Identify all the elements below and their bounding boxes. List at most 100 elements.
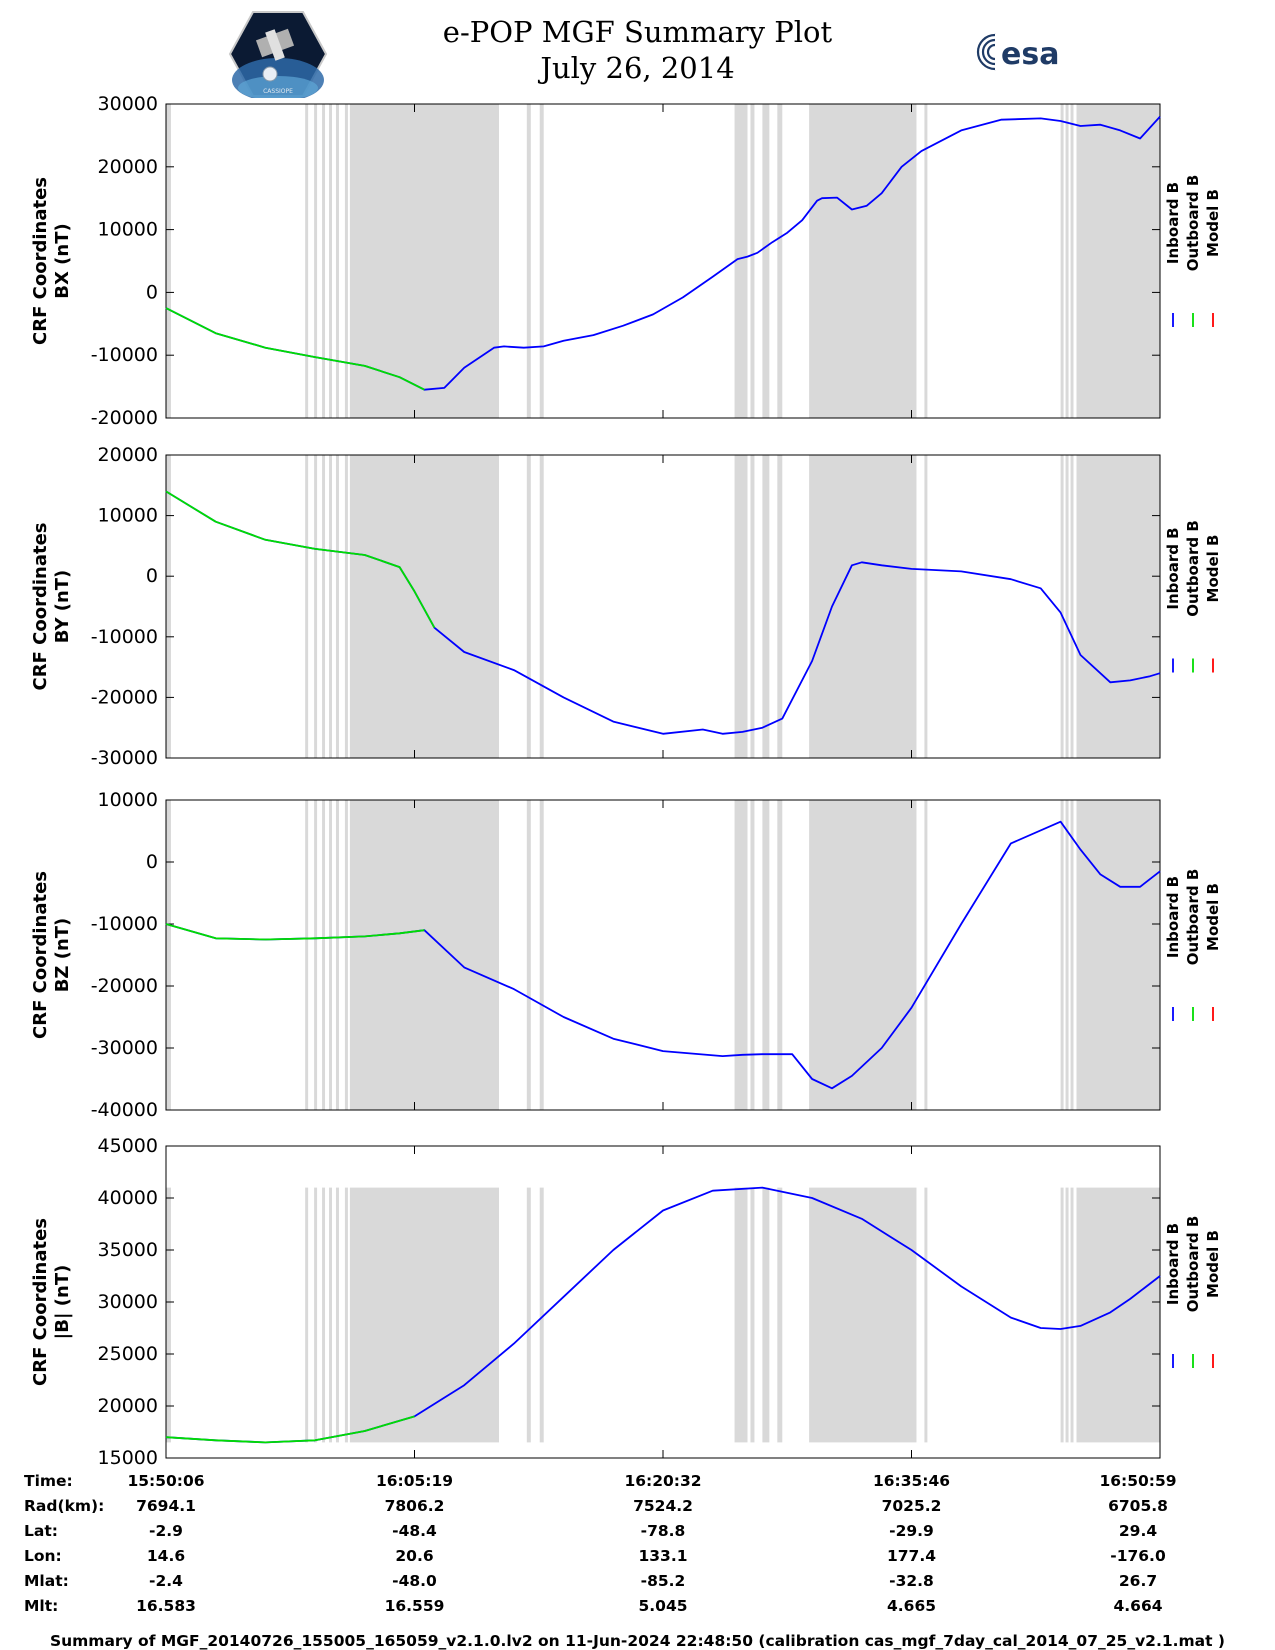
shading-band xyxy=(924,455,928,758)
shading-band xyxy=(329,800,332,1110)
y-tick-label: 20000 xyxy=(98,156,158,178)
ephemeris-value: -2.4 xyxy=(149,1572,183,1590)
shading-band xyxy=(777,800,783,1110)
shading-band xyxy=(322,455,326,758)
ephemeris-value: 4.665 xyxy=(886,1597,937,1615)
shading-band xyxy=(1076,800,1160,1110)
ephemeris-value: -48.0 xyxy=(392,1572,437,1590)
ephemeris-value: 16:05:19 xyxy=(375,1472,454,1490)
legend-label-outboard: Outboard B xyxy=(1184,869,1202,966)
ephemeris-value: 7694.1 xyxy=(136,1497,196,1515)
y-tick-label: 15000 xyxy=(98,1447,158,1469)
shading-band xyxy=(305,800,309,1110)
legend-label-model: Model B xyxy=(1204,535,1222,603)
shading-band xyxy=(526,104,531,418)
legend-label-inboard: Inboard B xyxy=(1164,876,1182,958)
y-axis-label: CRF Coordinates xyxy=(30,177,51,345)
y-tick-label: 20000 xyxy=(98,1395,158,1417)
ephemeris-value: 16.559 xyxy=(384,1597,445,1615)
shading-band xyxy=(349,1187,499,1443)
shading-band xyxy=(526,455,531,758)
legend-label-model: Model B xyxy=(1204,883,1222,951)
ephemeris-row-label: Rad(km): xyxy=(24,1497,105,1515)
shading-band xyxy=(344,104,348,418)
shading-band xyxy=(305,104,309,418)
shading-band xyxy=(335,800,339,1110)
ephemeris-value: 29.4 xyxy=(1118,1522,1158,1540)
y-tick-label: -10000 xyxy=(91,344,158,366)
shading-band xyxy=(924,104,928,418)
shading-band xyxy=(539,104,544,418)
footer-note: Summary of MGF_20140726_155005_165059_v2… xyxy=(49,1632,1226,1650)
y-tick-label: -20000 xyxy=(91,975,158,997)
shading-band xyxy=(344,800,348,1110)
y-tick-label: 30000 xyxy=(98,1291,158,1313)
series-line-outboard xyxy=(165,490,436,629)
ephemeris-value: -2.9 xyxy=(149,1522,183,1540)
y-tick-label: 0 xyxy=(146,565,158,587)
y-axis-label: BZ (nT) xyxy=(52,918,73,993)
ephemeris-value: 16:20:32 xyxy=(624,1472,702,1490)
bz-panel: -40000 -30000 -20000 -10000 0 10000 CRF Coordi… xyxy=(30,789,1222,1121)
y-axis-label: |B| (nT) xyxy=(52,1265,73,1340)
shading-band xyxy=(349,104,499,418)
shading-band xyxy=(314,800,318,1110)
shading-band xyxy=(335,455,339,758)
ephemeris-value: -48.4 xyxy=(392,1522,437,1540)
y-tick-label: 45000 xyxy=(98,1135,158,1157)
title-line-1: e-POP MGF Summary Plot xyxy=(442,15,833,49)
ephemeris-value: 16:50:59 xyxy=(1099,1472,1177,1490)
y-tick-label: 30000 xyxy=(98,93,158,115)
shading-band xyxy=(349,455,499,758)
y-tick-label: 0 xyxy=(146,851,158,873)
y-tick-label: -30000 xyxy=(91,747,158,769)
shading-band xyxy=(322,1187,326,1443)
ephemeris-value: 16:35:46 xyxy=(872,1472,951,1490)
shading-band xyxy=(734,800,748,1110)
shading-band xyxy=(166,455,171,758)
shading-band xyxy=(809,1187,917,1443)
shading-band xyxy=(539,455,544,758)
legend-label-inboard: Inboard B xyxy=(1164,1223,1182,1305)
shading-band xyxy=(526,1187,531,1443)
shading-band xyxy=(1060,800,1064,1110)
ephemeris-value: 16.583 xyxy=(136,1597,196,1615)
shading-band xyxy=(329,1187,332,1443)
y-axis-label: CRF Coordinates xyxy=(30,523,51,691)
y-tick-label: -10000 xyxy=(91,913,158,935)
shading-band xyxy=(305,455,309,758)
shading-band xyxy=(924,800,928,1110)
logo-left-text: CASSIOPE xyxy=(263,88,293,95)
y-tick-label: 10000 xyxy=(98,219,158,241)
shading-band xyxy=(349,800,499,1110)
shading-band xyxy=(750,800,755,1110)
shading-band xyxy=(329,455,332,758)
shading-band xyxy=(1060,104,1064,418)
shading-band xyxy=(335,104,339,418)
legend-label-outboard: Outboard B xyxy=(1184,175,1202,272)
shading-band xyxy=(1076,104,1160,418)
legend-label-model: Model B xyxy=(1204,189,1222,257)
y-tick-label: -20000 xyxy=(91,407,158,429)
shading-band xyxy=(1070,455,1074,758)
ephemeris-value: 7806.2 xyxy=(384,1497,445,1515)
y-tick-label: -40000 xyxy=(91,1099,158,1121)
shading-band xyxy=(762,104,770,418)
shading-band xyxy=(924,1187,928,1443)
shading-band xyxy=(335,1187,339,1443)
shading-band xyxy=(1065,800,1069,1110)
shading-band xyxy=(1060,455,1064,758)
shading-band xyxy=(777,104,783,418)
legend-label-inboard: Inboard B xyxy=(1164,527,1182,609)
y-tick-label: -20000 xyxy=(91,686,158,708)
shading-band xyxy=(344,455,348,758)
ephemeris-value: 7025.2 xyxy=(881,1497,942,1515)
series-line-outboard xyxy=(165,307,425,391)
ephemeris-row-label: Lat: xyxy=(24,1522,58,1540)
y-axis-label: BY (nT) xyxy=(52,570,73,644)
bx-panel: -20000 -10000 0 10000 20000 30000 CRF Coordina… xyxy=(30,93,1222,429)
series-line-outboard xyxy=(165,923,425,941)
shading-band xyxy=(750,455,755,758)
y-tick-label: 10000 xyxy=(98,789,158,811)
shading-band xyxy=(762,1187,770,1443)
